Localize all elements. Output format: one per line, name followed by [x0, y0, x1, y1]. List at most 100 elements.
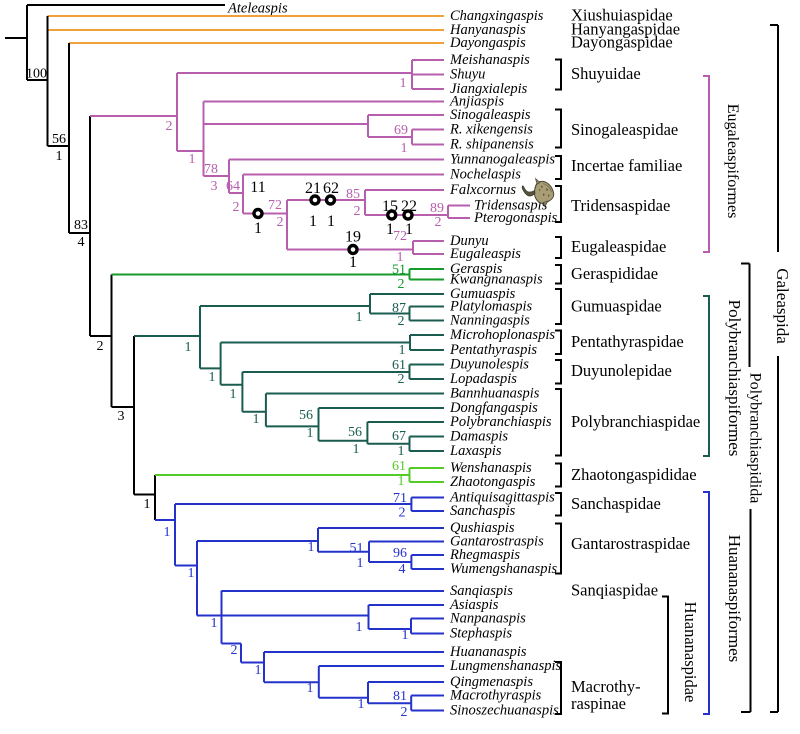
svg-text:83: 83 [74, 218, 88, 233]
svg-text:Dongfangaspis: Dongfangaspis [449, 400, 538, 416]
svg-text:1: 1 [188, 566, 195, 581]
svg-text:Eugaleaspis: Eugaleaspis [449, 246, 521, 262]
svg-text:61: 61 [392, 459, 406, 474]
svg-text:2: 2 [231, 643, 238, 658]
svg-text:4: 4 [399, 562, 406, 577]
svg-text:19: 19 [345, 229, 361, 246]
svg-text:Sanqiaspis: Sanqiaspis [450, 583, 513, 599]
svg-text:67: 67 [392, 429, 406, 444]
svg-text:Gumuaspis: Gumuaspis [450, 286, 516, 302]
svg-text:2: 2 [354, 204, 361, 219]
svg-text:Huananaspis: Huananaspis [449, 644, 527, 660]
svg-text:1: 1 [164, 525, 171, 540]
svg-text:Duyunolespis: Duyunolespis [449, 357, 529, 373]
svg-text:Lungmenshanaspis: Lungmenshanaspis [449, 658, 562, 674]
svg-text:2: 2 [398, 314, 405, 329]
svg-text:Sanchaspis: Sanchaspis [450, 503, 516, 519]
svg-text:Polybranchiaspidida: Polybranchiaspidida [747, 373, 764, 504]
svg-text:1: 1 [211, 616, 218, 631]
svg-text:1: 1 [230, 387, 237, 402]
svg-text:72: 72 [268, 198, 282, 213]
svg-text:51: 51 [392, 263, 406, 278]
svg-text:Anjiaspis: Anjiaspis [449, 94, 504, 110]
svg-text:Huananaspidae: Huananaspidae [681, 602, 700, 703]
svg-text:1: 1 [398, 474, 405, 489]
svg-text:Zhaotongaspididae: Zhaotongaspididae [571, 465, 697, 484]
svg-text:Meishanaspis: Meishanaspis [449, 52, 530, 68]
svg-text:Bannhuanaspis: Bannhuanaspis [450, 386, 540, 402]
svg-text:1: 1 [349, 254, 357, 271]
svg-text:Zhaotongaspis: Zhaotongaspis [450, 474, 536, 490]
svg-text:R. shipanensis: R. shipanensis [449, 137, 534, 153]
svg-text:1: 1 [144, 497, 151, 512]
svg-text:2: 2 [398, 277, 405, 292]
svg-text:Kwangnanaspis: Kwangnanaspis [449, 272, 543, 288]
svg-text:Huananaspiformes: Huananaspiformes [725, 535, 744, 662]
svg-text:Tridensaspidae: Tridensaspidae [571, 196, 670, 215]
svg-text:Platylomaspis: Platylomaspis [449, 299, 533, 315]
svg-text:Polybranchiaspidae: Polybranchiaspidae [571, 412, 700, 431]
svg-text:1: 1 [398, 444, 405, 459]
svg-text:Gantarostraspis: Gantarostraspis [450, 534, 544, 550]
svg-text:1: 1 [56, 149, 63, 164]
svg-text:Geraspididae: Geraspididae [571, 264, 658, 283]
svg-text:2: 2 [398, 372, 405, 387]
svg-text:Eugaleaspidae: Eugaleaspidae [571, 237, 666, 256]
svg-text:Rhegmaspis: Rhegmaspis [449, 547, 520, 563]
svg-text:85: 85 [346, 187, 360, 202]
svg-text:11: 11 [250, 179, 265, 196]
svg-text:Qushiaspis: Qushiaspis [450, 520, 515, 536]
svg-text:Wumengshanaspis: Wumengshanaspis [450, 561, 558, 577]
svg-text:Nanningaspis: Nanningaspis [449, 313, 530, 329]
svg-text:2: 2 [166, 119, 173, 134]
svg-text:2: 2 [399, 506, 406, 521]
svg-text:Nochelaspis: Nochelaspis [449, 167, 521, 183]
svg-text:Polybranchiaspis: Polybranchiaspis [449, 414, 552, 430]
svg-text:Xiushuiaspidae: Xiushuiaspidae [571, 6, 673, 25]
svg-text:1: 1 [399, 343, 406, 358]
svg-text:22: 22 [401, 198, 417, 215]
svg-text:51: 51 [350, 541, 364, 556]
svg-text:Ateleaspis: Ateleaspis [227, 1, 288, 17]
svg-text:1: 1 [254, 220, 262, 237]
svg-text:Falxcornus: Falxcornus [449, 182, 516, 198]
svg-text:21: 21 [305, 180, 321, 197]
svg-text:3: 3 [118, 409, 125, 424]
svg-text:Nanpanaspis: Nanpanaspis [449, 611, 526, 627]
svg-text:1: 1 [356, 620, 363, 635]
svg-text:Geraspis: Geraspis [450, 261, 503, 277]
svg-text:Hanyanaspis: Hanyanaspis [449, 22, 526, 38]
svg-text:raspinae: raspinae [571, 694, 626, 713]
svg-text:56: 56 [299, 408, 313, 423]
svg-text:Pentathyraspidae: Pentathyraspidae [571, 332, 684, 351]
svg-text:Macrothy-: Macrothy- [571, 677, 641, 696]
svg-text:Yunnanogaleaspis: Yunnanogaleaspis [450, 152, 555, 168]
svg-text:1: 1 [402, 628, 409, 643]
svg-text:Lopadaspis: Lopadaspis [449, 371, 517, 387]
svg-text:2: 2 [277, 215, 284, 230]
svg-text:Hanyangaspidae: Hanyangaspidae [571, 20, 680, 39]
svg-text:1: 1 [327, 213, 335, 230]
svg-text:69: 69 [394, 123, 408, 138]
svg-text:62: 62 [323, 180, 339, 197]
svg-text:1: 1 [253, 412, 260, 427]
svg-text:4: 4 [78, 235, 85, 250]
svg-text:1: 1 [209, 370, 216, 385]
svg-text:2: 2 [97, 339, 104, 354]
svg-text:1: 1 [386, 221, 394, 238]
svg-text:Dayongaspidae: Dayongaspidae [571, 33, 673, 52]
svg-text:1: 1 [255, 663, 262, 678]
svg-text:1: 1 [185, 340, 192, 355]
svg-text:1: 1 [401, 141, 408, 156]
svg-text:2: 2 [435, 215, 442, 230]
svg-text:1: 1 [309, 213, 317, 230]
svg-text:Stephaspis: Stephaspis [450, 626, 512, 642]
svg-text:1: 1 [307, 426, 314, 441]
svg-text:89: 89 [430, 201, 444, 216]
svg-text:1: 1 [308, 540, 315, 555]
svg-text:1: 1 [397, 250, 404, 265]
svg-text:71: 71 [393, 491, 407, 506]
svg-text:Laxaspis: Laxaspis [449, 443, 502, 459]
svg-text:1: 1 [356, 310, 363, 325]
svg-text:Asiaspis: Asiaspis [449, 597, 499, 613]
